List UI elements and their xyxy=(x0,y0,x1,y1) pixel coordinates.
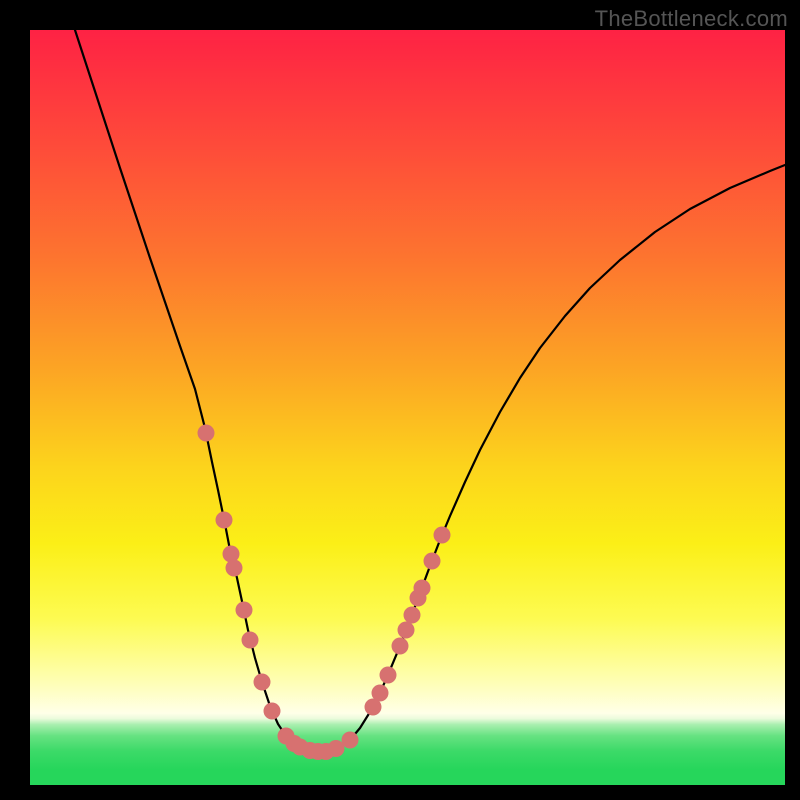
data-marker xyxy=(236,602,253,619)
data-marker xyxy=(226,560,243,577)
data-marker xyxy=(414,580,431,597)
data-marker xyxy=(198,425,215,442)
data-marker xyxy=(404,607,421,624)
data-marker xyxy=(398,622,415,639)
data-marker xyxy=(242,632,259,649)
data-marker xyxy=(380,667,397,684)
data-marker xyxy=(223,546,240,563)
chart-background xyxy=(30,30,785,785)
watermark-text: TheBottleneck.com xyxy=(595,6,788,32)
chart-svg xyxy=(30,30,785,785)
data-marker xyxy=(372,685,389,702)
data-marker xyxy=(254,674,271,691)
data-marker xyxy=(392,638,409,655)
data-marker xyxy=(424,553,441,570)
data-marker xyxy=(216,512,233,529)
data-marker xyxy=(264,703,281,720)
data-marker xyxy=(342,732,359,749)
chart-plot-area xyxy=(30,30,785,785)
data-marker xyxy=(434,527,451,544)
